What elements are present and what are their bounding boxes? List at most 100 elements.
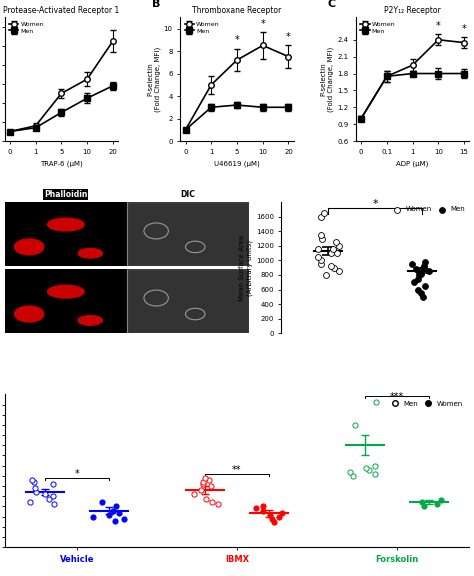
- Point: [329, 245, 337, 254]
- Y-axis label: Mean Surface Area
(Arbitrary units): Mean Surface Area (Arbitrary units): [239, 234, 253, 301]
- Point: [99, 498, 106, 507]
- Point: [318, 212, 325, 221]
- Text: Phalloidin: Phalloidin: [44, 190, 88, 199]
- Point: [421, 281, 428, 290]
- Point: [190, 490, 197, 499]
- Text: *: *: [75, 469, 80, 479]
- Point: [266, 510, 273, 519]
- Text: *: *: [235, 35, 239, 46]
- Point: [327, 248, 335, 257]
- Text: B: B: [152, 0, 160, 9]
- Ellipse shape: [47, 285, 84, 298]
- Ellipse shape: [78, 248, 102, 258]
- Title: Thromboxane Receptor: Thromboxane Receptor: [192, 6, 282, 15]
- Text: *: *: [373, 199, 378, 209]
- Y-axis label: P-selectin
(Fold Change, MFI): P-selectin (Fold Change, MFI): [147, 47, 161, 112]
- Point: [314, 245, 321, 254]
- X-axis label: U46619 (μM): U46619 (μM): [214, 160, 260, 166]
- Ellipse shape: [15, 239, 44, 255]
- Point: [425, 267, 432, 276]
- Point: [420, 262, 428, 271]
- Point: [417, 289, 425, 298]
- Bar: [127, 202, 249, 266]
- Point: [414, 274, 421, 283]
- Point: [317, 256, 324, 265]
- Point: [322, 270, 329, 279]
- Text: **: **: [232, 465, 242, 475]
- Ellipse shape: [78, 316, 102, 325]
- Point: [320, 209, 328, 218]
- Point: [197, 486, 205, 495]
- Point: [28, 475, 36, 484]
- Point: [268, 515, 276, 524]
- Point: [419, 498, 426, 507]
- Point: [419, 292, 427, 301]
- Legend: Women, Men: Women, Men: [359, 20, 396, 35]
- Point: [416, 270, 423, 279]
- Point: [420, 502, 428, 511]
- Point: [215, 500, 222, 509]
- Point: [414, 285, 421, 294]
- Point: [208, 498, 216, 507]
- Title: P2Y₁₂ Receptor: P2Y₁₂ Receptor: [384, 6, 441, 15]
- Y-axis label: P-selectin
(Fold Change, MFI): P-selectin (Fold Change, MFI): [321, 47, 334, 112]
- Point: [332, 237, 340, 247]
- Ellipse shape: [15, 306, 44, 322]
- Point: [419, 263, 427, 272]
- Ellipse shape: [47, 218, 84, 231]
- Text: *: *: [286, 32, 291, 42]
- Point: [418, 269, 425, 278]
- Point: [410, 278, 418, 287]
- Text: *: *: [436, 21, 441, 31]
- Legend: Women, Men: Women, Men: [183, 20, 221, 35]
- Point: [438, 496, 445, 505]
- Text: *: *: [462, 24, 466, 34]
- Point: [315, 252, 322, 262]
- Text: C: C: [328, 0, 336, 9]
- Point: [317, 259, 324, 268]
- Point: [372, 461, 379, 470]
- Point: [408, 259, 416, 268]
- Point: [349, 471, 356, 480]
- Point: [109, 506, 117, 515]
- Point: [275, 512, 283, 521]
- Point: [26, 498, 34, 507]
- Text: DIC: DIC: [181, 190, 195, 199]
- Point: [335, 267, 342, 276]
- Point: [207, 482, 214, 491]
- Point: [327, 262, 334, 271]
- Point: [111, 516, 119, 525]
- Point: [270, 517, 278, 526]
- Legend: Women, Men: Women, Men: [8, 20, 45, 35]
- X-axis label: ADP (μM): ADP (μM): [396, 160, 429, 166]
- Point: [31, 478, 38, 487]
- Point: [412, 264, 419, 274]
- Point: [49, 492, 57, 501]
- Text: ***: ***: [390, 392, 404, 403]
- Point: [363, 463, 370, 472]
- Point: [200, 479, 207, 488]
- Point: [115, 508, 123, 517]
- Point: [201, 473, 209, 483]
- Point: [50, 479, 57, 488]
- Point: [106, 510, 113, 519]
- Legend: Men, Women: Men, Women: [385, 398, 466, 410]
- Point: [346, 467, 354, 476]
- Point: [120, 514, 128, 523]
- Point: [433, 500, 441, 509]
- Y-axis label: Men: Men: [0, 292, 2, 310]
- Point: [330, 263, 337, 272]
- Legend: Women, Men: Women, Men: [389, 206, 466, 213]
- Point: [41, 490, 49, 499]
- Point: [46, 494, 53, 503]
- Point: [365, 465, 373, 475]
- Point: [318, 234, 326, 243]
- Point: [205, 475, 212, 484]
- Point: [373, 398, 380, 407]
- Point: [372, 469, 379, 479]
- Text: *: *: [260, 18, 265, 29]
- Point: [318, 230, 325, 240]
- Title: Protease-Activated Receptor 1: Protease-Activated Receptor 1: [3, 6, 119, 15]
- Point: [32, 483, 39, 492]
- Point: [202, 494, 210, 503]
